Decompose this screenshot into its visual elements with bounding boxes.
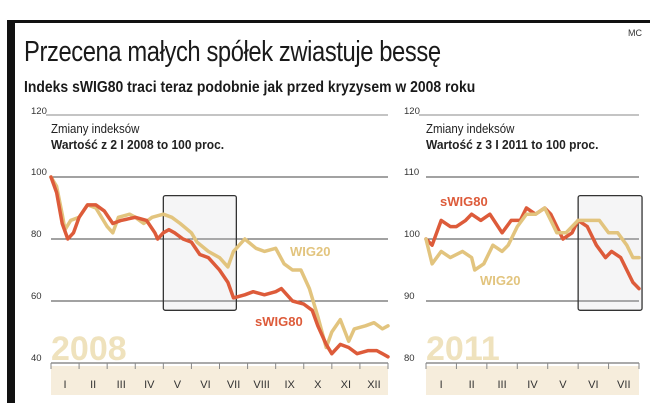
y-tick-label: 120 bbox=[31, 106, 47, 117]
x-tick-label: IV bbox=[144, 379, 155, 391]
credit: MC bbox=[628, 28, 642, 38]
x-tick-label: VI bbox=[588, 379, 598, 391]
series-line-wig20 bbox=[424, 206, 641, 272]
series-line-swig80 bbox=[49, 175, 390, 359]
year-watermark: 2008 bbox=[51, 330, 127, 368]
y-tick-label: 110 bbox=[404, 167, 419, 178]
x-tick-label: II bbox=[469, 379, 475, 391]
y-tick-label: 120 bbox=[404, 106, 420, 117]
x-tick-label: X bbox=[314, 379, 322, 391]
frame-left-bar bbox=[7, 20, 15, 403]
x-tick-label: VII bbox=[617, 379, 630, 391]
x-tick-label: I bbox=[64, 379, 67, 391]
x-tick-label: IX bbox=[285, 379, 296, 391]
frame-top-bar bbox=[7, 20, 650, 23]
legend-label-wig20: WIG20 bbox=[480, 273, 520, 288]
legend-label-swig80: sWIG80 bbox=[255, 314, 303, 329]
y-tick-label: 100 bbox=[31, 167, 47, 178]
legend-label-swig80: sWIG80 bbox=[440, 194, 488, 209]
year-watermark: 2011 bbox=[426, 330, 500, 368]
page-title: Przecena małych spółek zwiastuje bessę bbox=[24, 36, 441, 68]
x-tick-label: V bbox=[174, 379, 182, 391]
month-axis-band bbox=[51, 366, 388, 395]
chart-2011-title: Zmiany indeksów bbox=[426, 121, 515, 136]
x-tick-label: VI bbox=[200, 379, 210, 391]
x-tick-label: II bbox=[90, 379, 96, 391]
legend-label-wig20: WIG20 bbox=[290, 244, 330, 259]
chart-2008-subtitle: Wartość z 2 I 2008 to 100 proc. bbox=[51, 137, 225, 152]
x-tick-label: VII bbox=[227, 379, 240, 391]
y-tick-label: 60 bbox=[31, 291, 42, 302]
x-tick-label: III bbox=[497, 379, 506, 391]
x-tick-label: I bbox=[440, 379, 443, 391]
y-tick-label: 80 bbox=[404, 353, 415, 364]
x-tick-label: XI bbox=[341, 379, 351, 391]
x-tick-label: III bbox=[117, 379, 126, 391]
month-axis-band bbox=[426, 366, 639, 395]
chart-2011-subtitle: Wartość z 3 I 2011 to 100 proc. bbox=[426, 137, 599, 152]
chart-2008-title: Zmiany indeksów bbox=[51, 121, 140, 136]
y-tick-label: 40 bbox=[31, 353, 42, 364]
y-tick-label: 80 bbox=[31, 229, 42, 240]
x-tick-label: V bbox=[559, 379, 567, 391]
page-subtitle: Indeks sWIG80 traci teraz podobnie jak p… bbox=[24, 79, 476, 96]
x-tick-label: XII bbox=[367, 379, 380, 391]
y-tick-label: 100 bbox=[404, 229, 420, 240]
x-tick-label: VIII bbox=[253, 379, 270, 391]
y-tick-label: 90 bbox=[404, 291, 415, 302]
x-tick-label: IV bbox=[527, 379, 538, 391]
series-line-wig20 bbox=[49, 175, 390, 350]
